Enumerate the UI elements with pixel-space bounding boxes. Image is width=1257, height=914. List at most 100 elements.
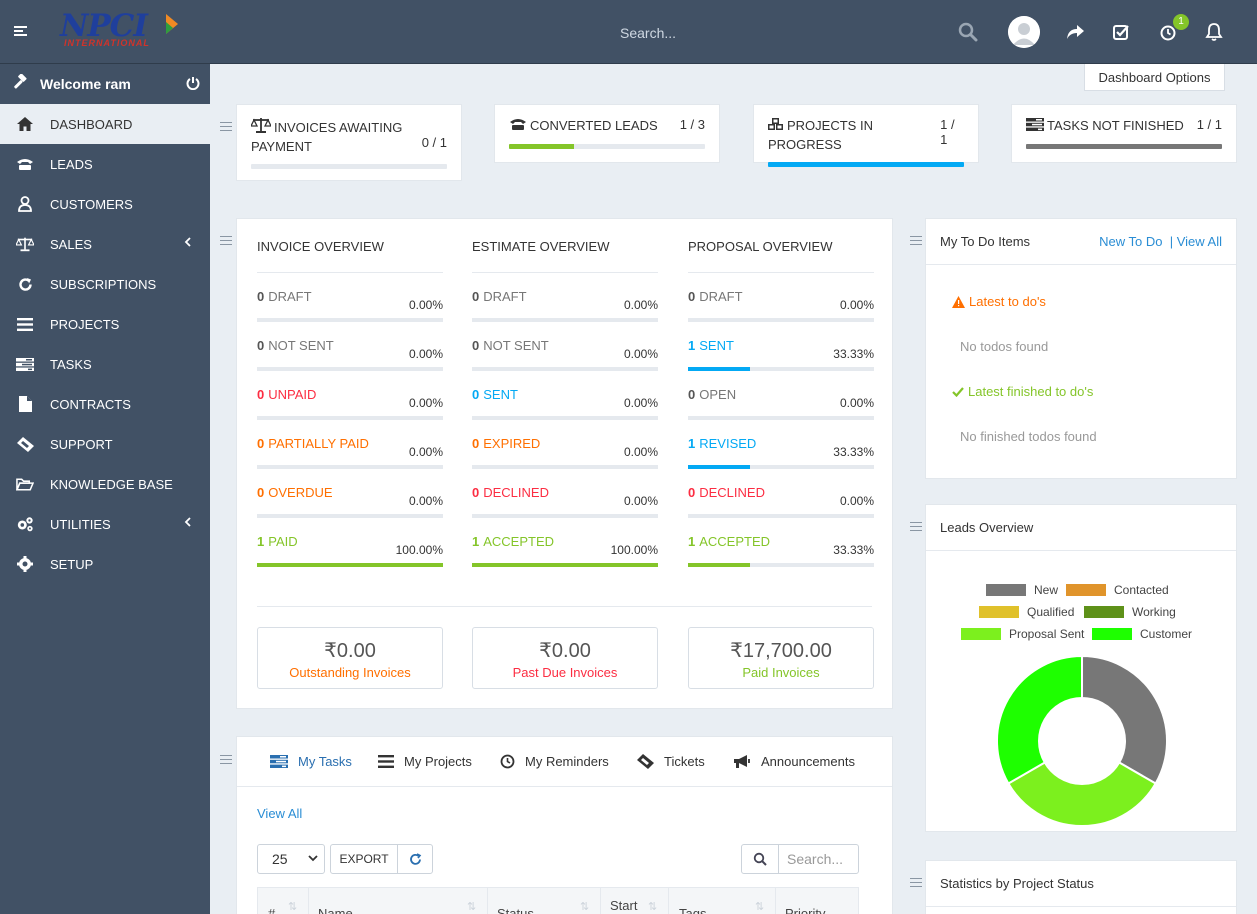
company-logo[interactable]: NPCI INTERNATIONAL bbox=[60, 10, 180, 50]
clock-icon[interactable] bbox=[1156, 20, 1180, 44]
legend-item[interactable]: Proposal Sent bbox=[961, 627, 1084, 641]
overview-row[interactable]: 0 UNPAID 0.00% bbox=[257, 371, 443, 420]
page-size-select[interactable]: 25 bbox=[257, 844, 325, 874]
legend-label: Qualified bbox=[1027, 605, 1075, 619]
sidebar-item-support[interactable]: SUPPORT bbox=[0, 424, 210, 464]
summary-outstanding-invoices[interactable]: ₹0.00 Outstanding Invoices bbox=[257, 627, 443, 689]
overview-percent: 0.00% bbox=[408, 445, 443, 459]
column-header-name[interactable]: Name bbox=[318, 906, 353, 914]
summary-label: Past Due Invoices bbox=[512, 665, 618, 680]
overview-row[interactable]: 0 PARTIALLY PAID 0.00% bbox=[257, 420, 443, 469]
sidebar-item-sales[interactable]: SALES bbox=[0, 224, 210, 264]
sort-icon[interactable]: ⇅ bbox=[467, 901, 477, 913]
legend-item[interactable]: Contacted bbox=[1066, 583, 1169, 597]
overview-row[interactable]: 0 DECLINED 0.00% bbox=[688, 469, 874, 518]
new-todo-link[interactable]: New To Do bbox=[1099, 234, 1163, 249]
table-search-input[interactable] bbox=[778, 844, 859, 874]
legend-swatch bbox=[1092, 628, 1132, 640]
tab-my-reminders[interactable]: My Reminders bbox=[500, 754, 609, 769]
legend-item[interactable]: New bbox=[986, 583, 1058, 597]
sidebar-item-utilities[interactable]: UTILITIES bbox=[0, 504, 210, 544]
sidebar-item-setup[interactable]: SETUP bbox=[0, 544, 210, 584]
tab-announcements[interactable]: Announcements bbox=[733, 754, 855, 769]
overview-row[interactable]: 1 ACCEPTED 100.00% bbox=[472, 518, 658, 567]
tab-tickets[interactable]: Tickets bbox=[637, 754, 705, 769]
bell-icon[interactable] bbox=[1202, 20, 1226, 44]
search-icon[interactable] bbox=[956, 20, 980, 44]
share-icon[interactable] bbox=[1063, 20, 1087, 44]
sidebar-item-leads[interactable]: LEADS bbox=[0, 144, 210, 184]
column-header-[interactable]: # bbox=[268, 906, 276, 914]
summary-amount: ₹0.00 bbox=[539, 640, 591, 662]
summary-amount: ₹0.00 bbox=[324, 640, 376, 662]
user-avatar[interactable] bbox=[1008, 16, 1040, 48]
column-header-tags[interactable]: Tags bbox=[679, 906, 707, 914]
tab-my-projects[interactable]: My Projects bbox=[378, 754, 472, 769]
sidebar-item-contracts[interactable]: CONTRACTS bbox=[0, 384, 210, 424]
overview-row[interactable]: 1 PAID 100.00% bbox=[257, 518, 443, 567]
stat-card-tasks-not-finished[interactable]: TASKS NOT FINISHED 1 / 1 bbox=[1011, 104, 1237, 163]
overview-row[interactable]: 0 SENT 0.00% bbox=[472, 371, 658, 420]
summary-paid-invoices[interactable]: ₹17,700.00 Paid Invoices bbox=[688, 627, 874, 689]
view-all-tasks-link[interactable]: View All bbox=[257, 806, 303, 821]
overview-row[interactable]: 0 DECLINED 0.00% bbox=[472, 469, 658, 518]
sidebar-item-projects[interactable]: PROJECTS bbox=[0, 304, 210, 344]
sidebar-item-customers[interactable]: CUSTOMERS bbox=[0, 184, 210, 224]
overview-row[interactable]: 0 NOT SENT 0.00% bbox=[257, 322, 443, 371]
drag-handle-icon[interactable] bbox=[220, 755, 232, 764]
sort-icon[interactable]: ⇅ bbox=[580, 901, 590, 913]
column-header-priority[interactable]: Priority bbox=[785, 906, 826, 914]
sort-icon[interactable]: ⇅ bbox=[648, 901, 658, 913]
overview-row[interactable]: 1 ACCEPTED 33.33% bbox=[688, 518, 874, 567]
donut-slice-new[interactable] bbox=[1081, 654, 1168, 785]
dashboard-options-button[interactable]: Dashboard Options bbox=[1084, 64, 1225, 91]
sidebar-item-dashboard[interactable]: DASHBOARD bbox=[0, 104, 210, 144]
sidebar-item-subscriptions[interactable]: SUBSCRIPTIONS bbox=[0, 264, 210, 304]
sort-icon[interactable]: ⇅ bbox=[288, 901, 298, 913]
overview-progress-bar bbox=[688, 416, 874, 420]
overview-row[interactable]: 1 REVISED 33.33% bbox=[688, 420, 874, 469]
refresh-button[interactable] bbox=[397, 844, 433, 874]
table-search-icon[interactable] bbox=[741, 844, 779, 874]
column-header-status[interactable]: Status bbox=[497, 906, 534, 914]
donut-slice-proposal-sent[interactable] bbox=[1007, 761, 1157, 827]
global-search-input[interactable] bbox=[620, 20, 940, 46]
tab-my-tasks[interactable]: My Tasks bbox=[270, 754, 352, 769]
drag-handle-icon[interactable] bbox=[910, 878, 922, 887]
sidebar-item-knowledge-base[interactable]: KNOWLEDGE BASE bbox=[0, 464, 210, 504]
sidebar-item-tasks[interactable]: TASKS bbox=[0, 344, 210, 384]
stat-card-invoices-awaiting-payment[interactable]: INVOICES AWAITING PAYMENT 0 / 1 bbox=[236, 104, 462, 181]
power-icon[interactable] bbox=[186, 76, 200, 93]
overview-row[interactable]: 0 DRAFT 0.00% bbox=[257, 273, 443, 322]
check-square-icon[interactable] bbox=[1109, 20, 1133, 44]
drag-handle-icon[interactable] bbox=[220, 236, 232, 245]
donut-slice-customer[interactable] bbox=[996, 654, 1083, 785]
overview-row[interactable]: 1 SENT 33.33% bbox=[688, 322, 874, 371]
stat-card-projects-in-progress[interactable]: PROJECTS IN PROGRESS 1 / 1 bbox=[753, 104, 979, 167]
cog-icon bbox=[16, 555, 34, 573]
export-button[interactable]: EXPORT bbox=[330, 844, 398, 874]
summary-past-due-invoices[interactable]: ₹0.00 Past Due Invoices bbox=[472, 627, 658, 689]
overview-row[interactable]: 0 DRAFT 0.00% bbox=[688, 273, 874, 322]
logo-triangle-green bbox=[166, 22, 173, 34]
project-stats-card: Statistics by Project Status bbox=[925, 860, 1237, 914]
menu-toggle-icon[interactable] bbox=[14, 26, 27, 37]
cubes-icon bbox=[768, 118, 784, 136]
sidebar: Welcome ram DASHBOARD LEADS CUSTOMERS SALES… bbox=[0, 64, 210, 914]
legend-item[interactable]: Customer bbox=[1092, 627, 1192, 641]
sort-icon[interactable]: ⇅ bbox=[755, 901, 765, 913]
stat-card-converted-leads[interactable]: CONVERTED LEADS 1 / 3 bbox=[494, 104, 720, 163]
legend-item[interactable]: Working bbox=[1084, 605, 1176, 619]
drag-handle-icon[interactable] bbox=[910, 522, 922, 531]
overview-row[interactable]: 0 DRAFT 0.00% bbox=[472, 273, 658, 322]
view-all-todos-link[interactable]: | View All bbox=[1169, 234, 1222, 249]
legend-item[interactable]: Qualified bbox=[979, 605, 1074, 619]
bars-icon bbox=[378, 755, 394, 768]
drag-handle-icon[interactable] bbox=[220, 122, 232, 131]
overview-row[interactable]: 0 NOT SENT 0.00% bbox=[472, 322, 658, 371]
overview-row[interactable]: 0 EXPIRED 0.00% bbox=[472, 420, 658, 469]
overview-row[interactable]: 0 OVERDUE 0.00% bbox=[257, 469, 443, 518]
drag-handle-icon[interactable] bbox=[910, 236, 922, 245]
column-header-start[interactable]: Start bbox=[610, 898, 638, 913]
overview-row[interactable]: 0 OPEN 0.00% bbox=[688, 371, 874, 420]
